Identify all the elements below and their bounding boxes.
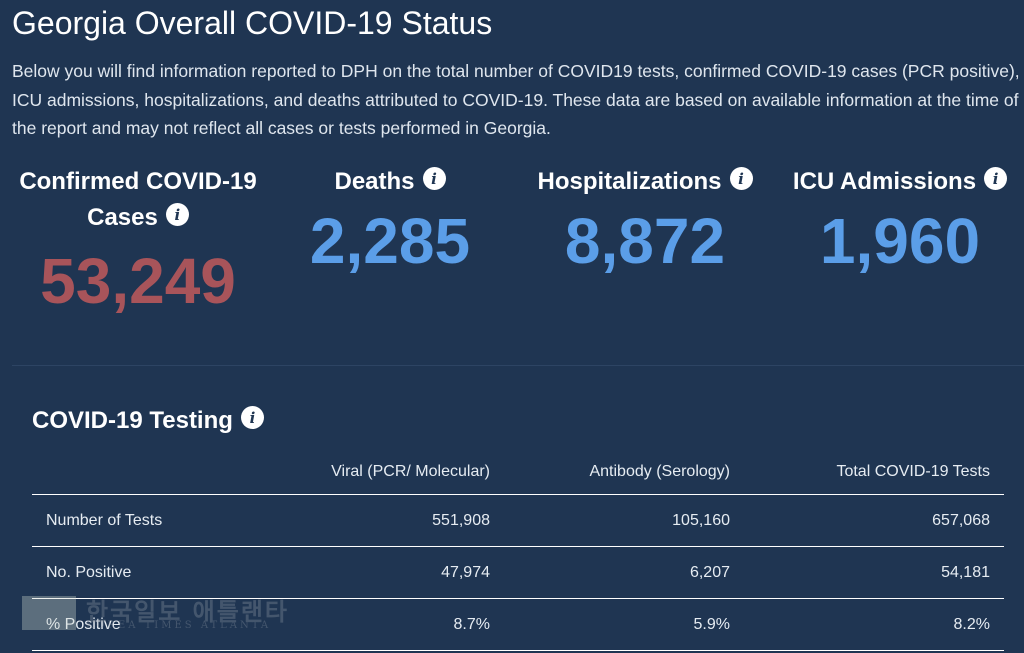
stat-icu-admissions: ICU Admissions i 1,960 [782,164,1018,276]
watermark-english-text: KOREA TIMES ATLANTA [86,620,272,631]
page-title: Georgia Overall COVID-19 Status [12,5,493,41]
stat-label-hospitalizations: Hospitalizations i [520,164,770,200]
table-row: % Positive 8.7% 5.9% 8.2% [32,598,1004,651]
testing-table: Viral (PCR/ Molecular) Antibody (Serolog… [32,450,1004,651]
info-icon[interactable]: i [729,167,753,191]
stat-confirmed-cases: Confirmed COVID-19 Cases i 53,249 [8,164,268,316]
table-cell: Number of Tests [32,494,272,547]
stat-label-cases-line1: Confirmed COVID-19 [19,168,257,195]
stat-label-cases: Confirmed COVID-19 Cases i [8,164,268,236]
table-cell: 5.9% [504,598,744,651]
table-row: No. Positive 47,974 6,207 54,181 [32,546,1004,599]
table-header-cell [32,450,272,495]
section-divider [12,365,1024,366]
testing-section-title: COVID-19 Testing i [32,403,264,439]
info-icon[interactable]: i [984,167,1008,191]
stat-label-deaths-text: Deaths [334,168,415,195]
table-cell: 8.2% [744,598,1004,651]
table-header-cell: Viral (PCR/ Molecular) [272,450,504,495]
stat-value-icu: 1,960 [819,205,981,277]
table-header-cell: Antibody (Serology) [504,450,744,495]
table-cell: No. Positive [32,546,272,599]
table-cell: 657,068 [744,494,1004,547]
stat-label-deaths: Deaths i [290,164,490,200]
testing-title-text: COVID-19 Testing [32,407,233,434]
table-cell: 54,181 [744,546,1004,599]
watermark-flag-icon [22,596,76,630]
table-cell: 551,908 [272,494,504,547]
stat-value-cases: 53,249 [40,245,236,317]
table-cell: 8.7% [272,598,504,651]
watermark-korean-text: 한국일보 애틀랜타 [86,598,289,626]
info-icon[interactable]: i [240,406,264,430]
table-header-row: Viral (PCR/ Molecular) Antibody (Serolog… [32,450,1004,495]
table-cell: 6,207 [504,546,744,599]
table-cell: 47,974 [272,546,504,599]
intro-text: Below you will find information reported… [12,61,1020,138]
stat-value-deaths: 2,285 [309,205,471,277]
stat-label-icu: ICU Admissions i [782,164,1018,200]
stat-value-hospitalizations: 8,872 [564,205,726,277]
stat-deaths: Deaths i 2,285 [290,164,490,276]
stat-hospitalizations: Hospitalizations i 8,872 [520,164,770,276]
stat-label-hospitalizations-text: Hospitalizations [537,168,722,195]
stat-label-cases-line2: Cases [87,204,158,231]
watermark-logo: 한국일보 애틀랜타 KOREA TIMES ATLANTA [22,592,332,632]
table-header-cell: Total COVID-19 Tests [744,450,1004,495]
table-cell: % Positive [32,598,272,651]
info-icon[interactable]: i [422,167,446,191]
table-cell: 105,160 [504,494,744,547]
table-row: Number of Tests 551,908 105,160 657,068 [32,494,1004,547]
info-icon[interactable]: i [165,203,189,227]
stat-label-icu-text: ICU Admissions [792,168,977,195]
